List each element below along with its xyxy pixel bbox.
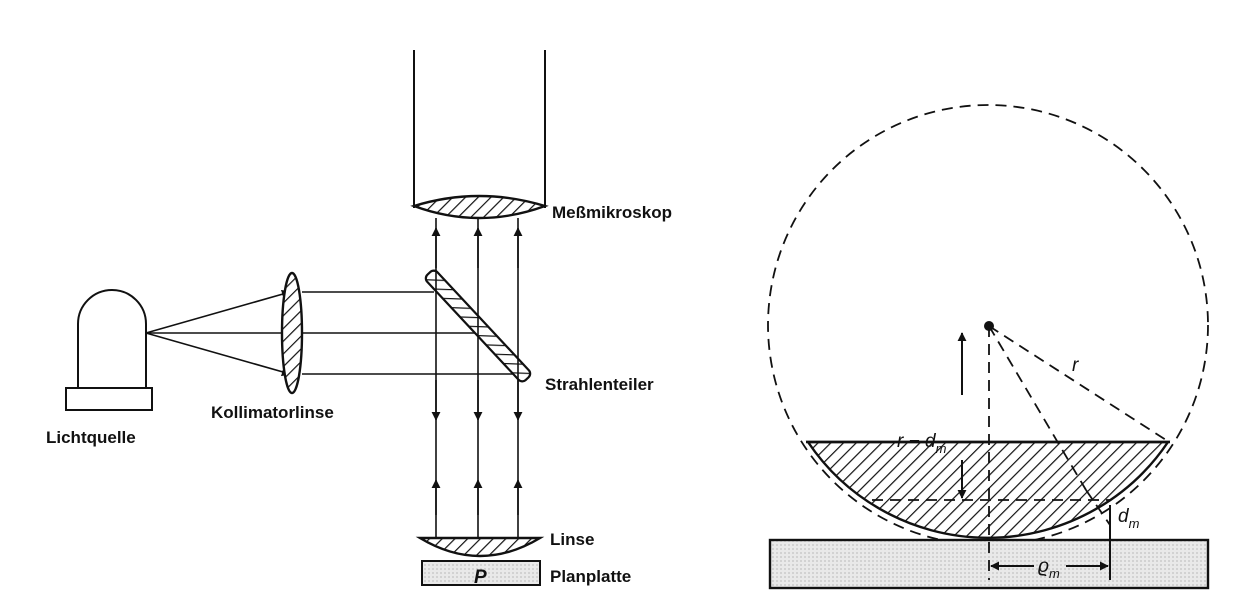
optical-setup: P Lichtquelle Kollimatorlinse Meßmikrosk… <box>46 50 672 588</box>
label-lens: Linse <box>550 530 594 549</box>
test-lens <box>415 536 545 558</box>
label-d-main: d <box>1118 506 1130 527</box>
label-beam-splitter: Strahlenteiler <box>545 375 654 394</box>
collimated-rays <box>302 291 518 375</box>
label-microscope: Meßmikroskop <box>552 203 672 222</box>
label-d-sub: m <box>1129 516 1140 531</box>
vertical-rays <box>431 218 523 537</box>
label-d-m: dm <box>1118 506 1140 531</box>
label-r-minus-d-main: r − d <box>897 431 937 452</box>
flat-plate <box>421 560 541 586</box>
label-rho-sub: m <box>1049 566 1060 581</box>
microscope-tube <box>413 50 546 208</box>
lens-cap <box>805 440 1171 539</box>
source-rays <box>145 289 291 377</box>
label-radius: r <box>1072 355 1079 376</box>
label-r-minus-d: r − dm <box>897 431 947 456</box>
label-flat-plate: Planplatte <box>550 567 631 586</box>
label-collimator: Kollimatorlinse <box>211 403 334 422</box>
contact-point-label: P <box>474 567 487 588</box>
collimator-lens <box>280 271 304 395</box>
light-source-icon <box>65 289 153 411</box>
label-rho-m: ϱm <box>1038 556 1060 581</box>
label-r-minus-d-sub: m <box>936 441 947 456</box>
geometry-diagram: r r − dm dm ϱm <box>767 104 1210 590</box>
label-rho-main: ϱ <box>1038 556 1049 577</box>
label-light-source: Lichtquelle <box>46 428 136 447</box>
microscope-lens <box>410 194 549 220</box>
